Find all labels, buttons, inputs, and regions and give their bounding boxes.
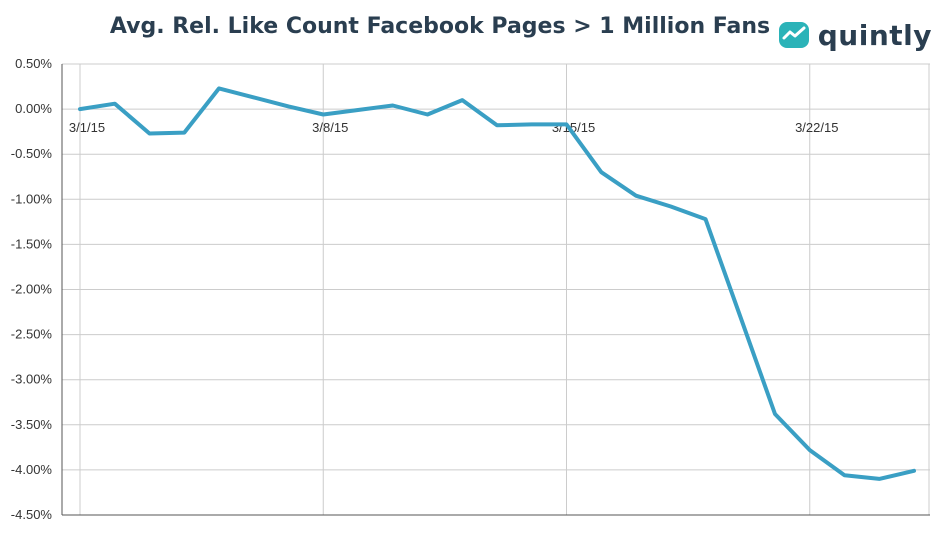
axes	[61, 64, 930, 516]
quintly-logo: quintly	[778, 18, 932, 52]
y-tick-label: -1.50%	[11, 236, 53, 251]
series-layer	[78, 86, 916, 481]
y-tick-label: -4.50%	[11, 507, 53, 522]
y-tick-label: -2.50%	[11, 327, 53, 342]
y-tick-label: -2.00%	[11, 282, 53, 297]
series-line	[78, 86, 916, 481]
y-tick-label: -3.50%	[11, 417, 53, 432]
y-tick-label: 0.00%	[15, 101, 52, 116]
y-tick-label: 0.50%	[15, 56, 52, 71]
y-tick-label: -1.00%	[11, 191, 53, 206]
y-tick-label: -4.00%	[11, 462, 53, 477]
quintly-logo-icon	[778, 22, 809, 48]
y-axis-ticks: 0.50% 0.00% -0.50% -1.00% -1.50% -2.00% -2.50%…	[11, 56, 53, 522]
x-tick-label: 3/1/15	[69, 120, 105, 135]
logo-text: quintly	[817, 18, 932, 52]
x-tick-label: 3/22/15	[795, 120, 838, 135]
y-tick-label: -0.50%	[11, 146, 53, 161]
chart-title: Avg. Rel. Like Count Facebook Pages > 1 …	[109, 14, 771, 39]
x-tick-label: 3/8/15	[312, 120, 348, 135]
y-tick-label: -3.00%	[11, 372, 53, 387]
